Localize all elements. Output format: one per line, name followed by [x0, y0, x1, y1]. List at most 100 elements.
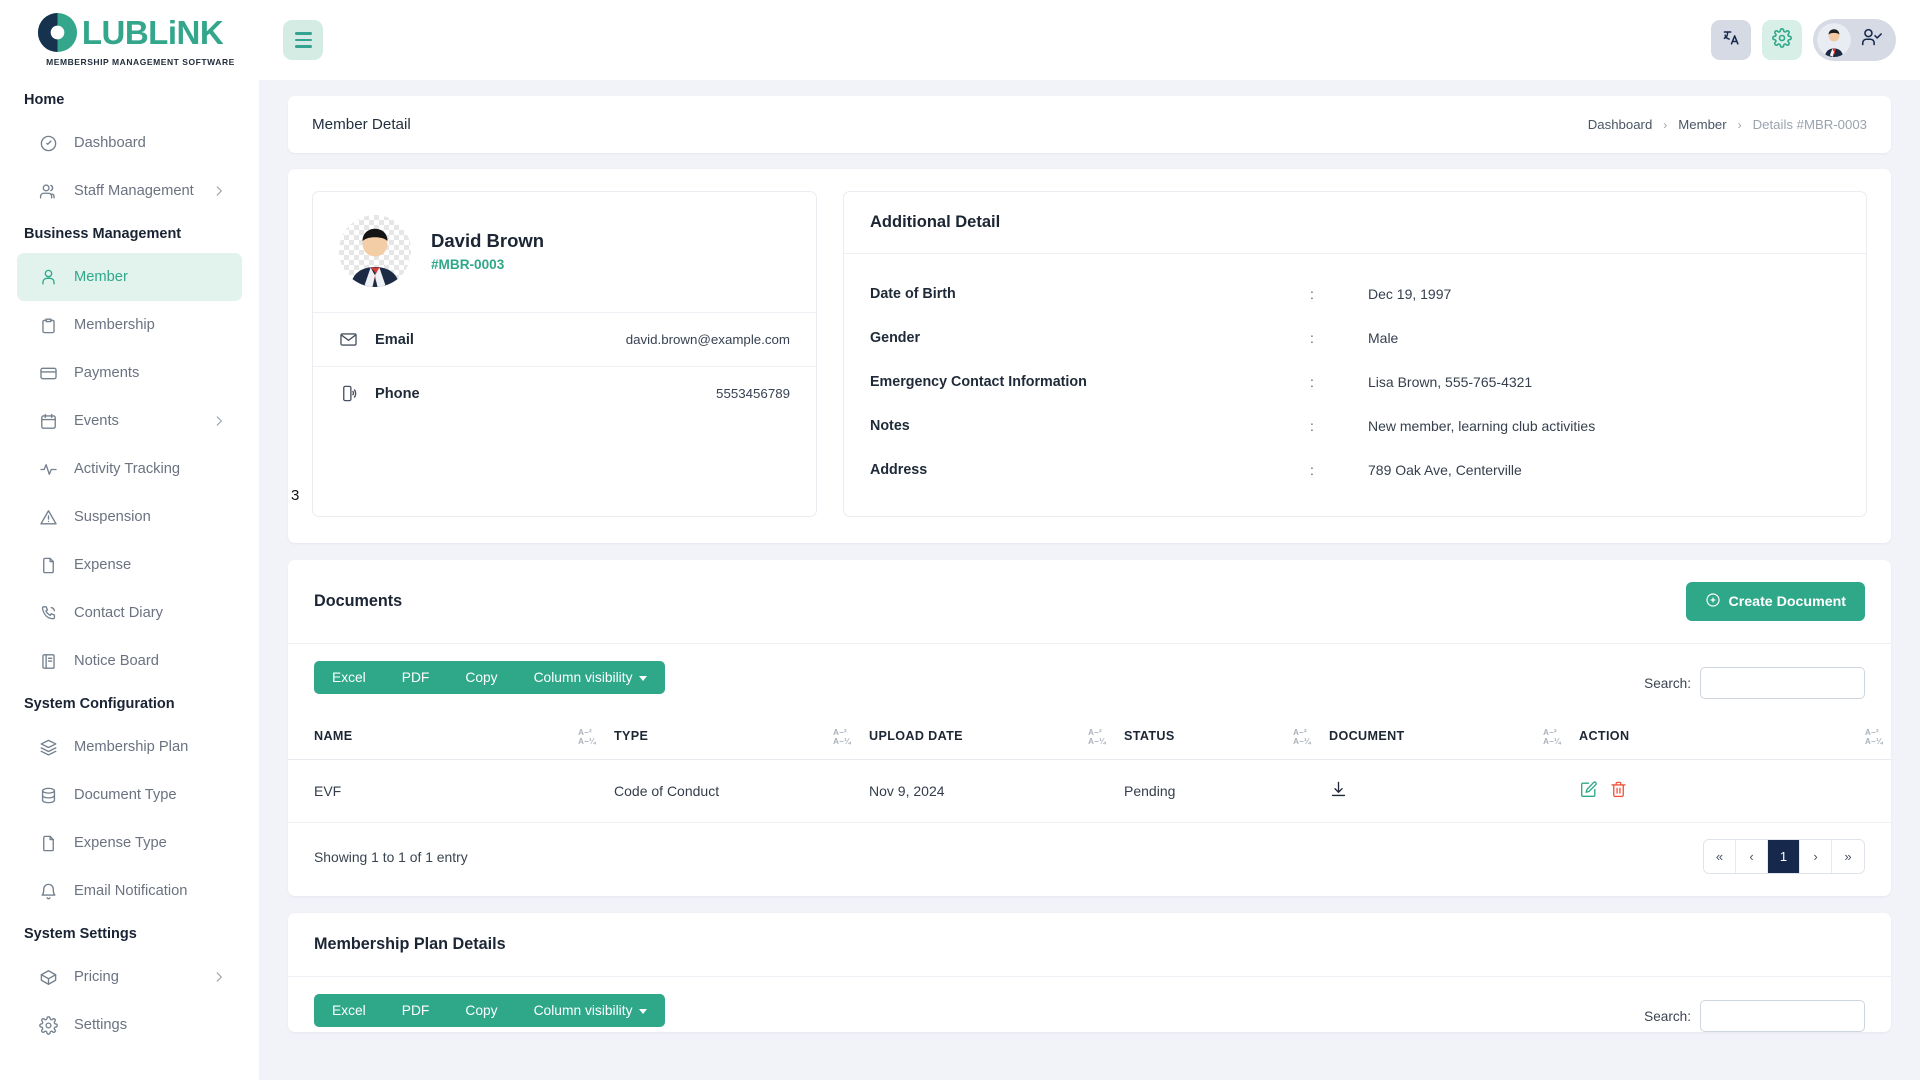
- sidebar-item-contact-diary[interactable]: Contact Diary: [17, 589, 242, 637]
- mp-export-pdf-button[interactable]: PDF: [384, 994, 448, 1027]
- sidebar-item-events[interactable]: Events: [17, 397, 242, 445]
- content-scroll: Member Detail Dashboard › Member › Details #…: [259, 80, 1920, 1080]
- download-icon[interactable]: [1329, 780, 1355, 802]
- sort-icon[interactable]: A–² A–¼: [1865, 728, 1883, 746]
- sidebar-item-pricing[interactable]: Pricing: [17, 953, 242, 1001]
- language-button[interactable]: [1711, 20, 1751, 60]
- brand-logo[interactable]: LUBLiNK MEMBERSHIP MANAGEMENT SOFTWARE: [0, 0, 259, 78]
- gear-icon: [38, 1015, 58, 1035]
- cell-action: [1569, 759, 1891, 823]
- sort-icon[interactable]: A–² A–¼: [1293, 728, 1312, 746]
- breadcrumb-item[interactable]: Dashboard: [1587, 117, 1653, 132]
- detail-colon: :: [1310, 286, 1314, 302]
- mp-search-label: Search:: [1644, 1008, 1691, 1024]
- export-excel-button[interactable]: Excel: [314, 661, 384, 694]
- sidebar-item-expense-type[interactable]: Expense Type: [17, 819, 242, 867]
- sort-icon[interactable]: A–² A–¼: [578, 728, 597, 746]
- sort-icon[interactable]: A–² A–¼: [833, 728, 852, 746]
- users-icon: [38, 181, 58, 201]
- page-number-button[interactable]: 1: [1768, 840, 1800, 873]
- table-row: EVF Code of Conduct Nov 9, 2024 Pending: [288, 759, 1891, 823]
- sidebar-item-membership[interactable]: Membership: [17, 301, 242, 349]
- membership-plan-search: Search:: [1644, 1000, 1865, 1032]
- documents-table-body: EVF Code of Conduct Nov 9, 2024 Pending: [288, 759, 1891, 823]
- sidebar-item-email-notification[interactable]: Email Notification: [17, 867, 242, 915]
- column-header[interactable]: DOCUMENT A–² A–¼: [1319, 715, 1570, 760]
- sidebar-item-dashboard[interactable]: Dashboard: [17, 119, 242, 167]
- credit-card-icon: [38, 363, 58, 383]
- detail-value: 789 Oak Ave, Centerville: [1368, 462, 1522, 478]
- page-prev-button[interactable]: ‹: [1736, 840, 1768, 873]
- bell-icon: [38, 881, 58, 901]
- create-document-button[interactable]: Create Document: [1685, 582, 1865, 621]
- mp-column-visibility-button[interactable]: Column visibility: [516, 994, 666, 1027]
- sidebar-item-settings[interactable]: Settings: [17, 1001, 242, 1049]
- phone-call-icon: [38, 603, 58, 623]
- breadcrumb-separator: ›: [1663, 117, 1668, 132]
- column-header[interactable]: STATUS A–² A–¼: [1114, 715, 1320, 760]
- export-pdf-button[interactable]: PDF: [384, 661, 448, 694]
- sidebar-item-staff-management[interactable]: Staff Management: [17, 167, 242, 215]
- sidebar-item-label: Expense: [74, 557, 132, 573]
- column-header[interactable]: ACTION A–² A–¼: [1569, 715, 1891, 760]
- create-document-label: Create Document: [1728, 593, 1846, 610]
- sidebar-item-label: Pricing: [74, 969, 119, 985]
- sidebar-item-suspension[interactable]: Suspension: [17, 493, 242, 541]
- detail-colon: :: [1310, 330, 1314, 346]
- top-bar: [259, 0, 1920, 80]
- sidebar-item-activity-tracking[interactable]: Activity Tracking: [17, 445, 242, 493]
- detail-row: Address: 789 Oak Ave, Centerville: [870, 448, 1840, 492]
- contact-row: Email david.brown@example.com: [313, 313, 816, 366]
- breadcrumb-item: Details #MBR-0003: [1752, 117, 1867, 132]
- member-avatar: [339, 215, 411, 287]
- menu-toggle-button[interactable]: [283, 20, 323, 60]
- user-menu[interactable]: [1813, 19, 1896, 61]
- mp-export-excel-button[interactable]: Excel: [314, 994, 384, 1027]
- clipboard-icon: [38, 315, 58, 335]
- page-first-button[interactable]: «: [1704, 840, 1736, 873]
- dashboard-icon: [38, 133, 58, 153]
- activity-icon: [38, 459, 58, 479]
- additional-detail-title: Additional Detail: [844, 192, 1866, 254]
- sidebar-item-label: Events: [74, 413, 119, 429]
- column-visibility-button[interactable]: Column visibility: [516, 661, 666, 694]
- sidebar-item-document-type[interactable]: Document Type: [17, 771, 242, 819]
- sort-icon[interactable]: A–² A–¼: [1088, 728, 1107, 746]
- box-icon: [38, 967, 58, 987]
- search-label: Search:: [1644, 675, 1691, 691]
- user-check-icon[interactable]: [1861, 27, 1882, 53]
- sidebar-item-expense[interactable]: Expense: [17, 541, 242, 589]
- search-input[interactable]: [1700, 667, 1865, 699]
- column-header[interactable]: TYPE A–² A–¼: [604, 715, 860, 760]
- mp-search-input[interactable]: [1700, 1000, 1865, 1032]
- page-container: Member Detail Dashboard › Member › Details #…: [259, 80, 1920, 1032]
- profile-header: David Brown #MBR-0003: [313, 192, 816, 313]
- page-next-button[interactable]: ›: [1800, 840, 1832, 873]
- column-header[interactable]: UPLOAD DATE A–² A–¼: [859, 715, 1115, 760]
- settings-button[interactable]: [1762, 20, 1802, 60]
- edit-icon[interactable]: [1579, 780, 1605, 802]
- detail-row: Gender: Male: [870, 316, 1840, 360]
- column-header[interactable]: NAME A–² A–¼: [288, 715, 605, 760]
- sidebar-item-member[interactable]: Member: [17, 253, 242, 301]
- copy-button[interactable]: Copy: [447, 661, 515, 694]
- detail-row: Date of Birth: Dec 19, 1997: [870, 272, 1840, 316]
- column-header-label: STATUS: [1124, 729, 1175, 743]
- page-last-button[interactable]: »: [1832, 840, 1864, 873]
- documents-title: Documents: [314, 592, 403, 610]
- detail-key: Date of Birth: [870, 286, 956, 302]
- detail-value: Lisa Brown, 555-765-4321: [1368, 374, 1533, 390]
- sidebar-item-label: Expense Type: [74, 835, 167, 851]
- export-button-group: Excel PDF Copy Column visibility: [314, 661, 666, 694]
- sidebar-item-membership-plan[interactable]: Membership Plan: [17, 723, 242, 771]
- sidebar-item-payments[interactable]: Payments: [17, 349, 242, 397]
- gear-icon: [1772, 27, 1792, 53]
- mp-copy-button[interactable]: Copy: [447, 994, 515, 1027]
- sort-icon[interactable]: A–² A–¼: [1543, 728, 1562, 746]
- sidebar-section-title: Home: [24, 92, 65, 108]
- detail-colon: :: [1310, 462, 1314, 478]
- breadcrumb-item[interactable]: Member: [1678, 117, 1727, 132]
- sidebar-item-label: Membership Plan: [74, 739, 189, 755]
- delete-icon[interactable]: [1609, 780, 1635, 802]
- sidebar-item-notice-board[interactable]: Notice Board: [17, 637, 242, 685]
